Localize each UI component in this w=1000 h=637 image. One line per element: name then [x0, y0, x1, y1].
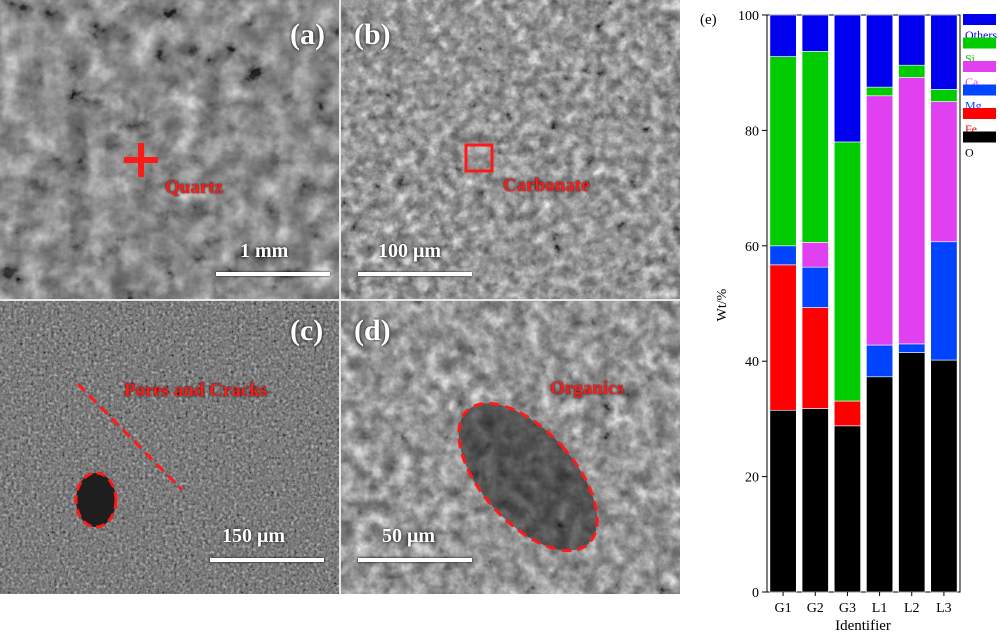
scale-text-a: 1 mm [240, 240, 289, 262]
scale-bar-d [358, 558, 472, 562]
bar-segment-o [833, 425, 861, 593]
cross-marker-icon [124, 143, 158, 177]
label-organics: Organics [550, 378, 624, 399]
label-carbonate: Carbonate [503, 175, 590, 196]
bar-segment-ca [930, 101, 958, 243]
sem-texture-a [0, 0, 340, 300]
bar-segment-o [801, 408, 829, 593]
x-tick-label: G3 [839, 601, 856, 616]
sem-panel-a: (a) Quartz 1 mm [0, 0, 340, 300]
legend-swatch-mg [963, 84, 996, 96]
label-pores-and-cracks: Pores and Cracks [124, 380, 268, 401]
legend-swatch-ca [963, 61, 996, 72]
sem-panel-d: (d) Organics 50 μm [340, 300, 680, 594]
x-axis-label: Identifier [835, 618, 891, 634]
bar-segment-si [898, 64, 926, 78]
x-tick-label: L2 [904, 601, 920, 616]
organics-outline-marker-icon [457, 401, 599, 553]
scale-text-b: 100 μm [378, 240, 441, 262]
bar-segment-ca [801, 242, 829, 268]
y-tick-label: 20 [745, 471, 759, 486]
scale-text-d: 50 μm [382, 525, 435, 547]
panel-letter-a: (a) [290, 18, 325, 51]
bar-segment-mg [801, 266, 829, 308]
y-axis-label: Wt/% [715, 288, 730, 321]
x-tick-label: G2 [807, 601, 824, 616]
x-tick-label: G1 [775, 601, 792, 616]
plot-frame [766, 14, 961, 593]
square-marker-icon [464, 143, 494, 173]
scale-bar-b [358, 272, 472, 276]
bar-segment-mg [898, 343, 926, 353]
y-tick-label: 80 [745, 124, 759, 139]
bar-segment-o [769, 409, 797, 593]
bar-segment-mg [930, 241, 958, 361]
panel-letter-e: (e) [700, 12, 717, 28]
sem-texture-c [0, 300, 340, 594]
legend-label-si: Si [965, 52, 976, 66]
legend-swatch-si [963, 37, 996, 49]
legend-swatch-others [963, 14, 996, 25]
bar-segment-fe [769, 264, 797, 411]
bar-segment-others [833, 14, 861, 143]
panel-letter-c: (c) [290, 314, 324, 347]
bar-segment-fe [801, 307, 829, 409]
bar-segment-si [769, 56, 797, 247]
bar-segment-si [930, 89, 958, 102]
legend-swatch-fe [963, 108, 996, 119]
sem-panel-b: (b) Carbonate 100 μm [340, 0, 680, 300]
legend-swatch-o [963, 131, 996, 143]
bar-segment-ca [866, 95, 894, 346]
y-tick-label: 100 [738, 9, 759, 24]
bar-segment-ca [898, 77, 926, 345]
bar-segment-si [833, 141, 861, 402]
x-tick-label: L1 [872, 601, 888, 616]
scale-bar-a [216, 272, 330, 276]
bar-segment-others [866, 14, 894, 88]
sem-texture-b [340, 0, 680, 300]
bar-segment-o [898, 352, 926, 593]
panel-divider-horizontal [0, 299, 680, 301]
y-tick-label: 60 [745, 240, 759, 255]
scale-bar-c [210, 558, 324, 562]
bar-segment-mg [866, 344, 894, 378]
crack-outline-marker-icon [74, 382, 184, 529]
bar-segment-others [930, 14, 958, 90]
panel-letter-d: (d) [354, 314, 391, 347]
bar-segment-others [801, 14, 829, 52]
label-quartz: Quartz [165, 177, 224, 198]
panel-divider-vertical [339, 0, 341, 594]
scale-text-c: 150 μm [222, 525, 285, 547]
sem-panel-c: (c) Pores and Cracks 150 μm [0, 300, 340, 594]
bar-segment-o [866, 376, 894, 593]
bar-segment-si [801, 51, 829, 243]
y-tick-label: 40 [745, 355, 759, 370]
legend-label-o: O [965, 146, 974, 160]
y-tick-label: 0 [752, 586, 759, 601]
bar-segment-o [930, 359, 958, 593]
bar-segment-others [769, 14, 797, 57]
panel-letter-b: (b) [354, 18, 391, 51]
x-tick-label: L3 [936, 601, 952, 616]
bar-segment-fe [833, 400, 861, 427]
bar-segment-si [866, 86, 894, 97]
bar-segment-others [898, 14, 926, 66]
bar-segment-mg [769, 245, 797, 266]
